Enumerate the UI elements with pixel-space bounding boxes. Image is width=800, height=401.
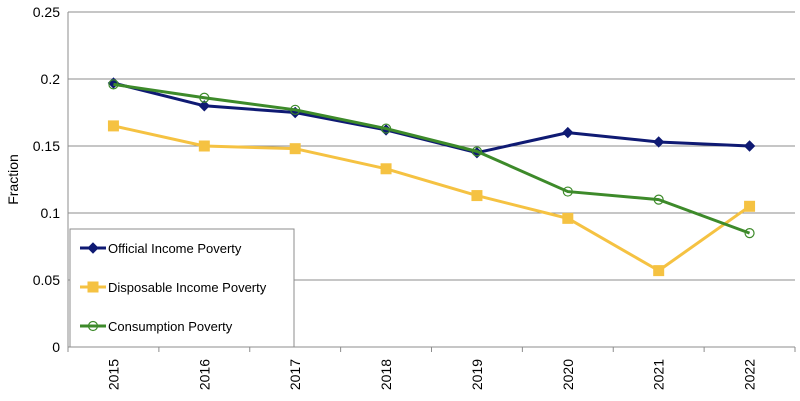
data-point [87,320,99,332]
data-point [653,194,664,205]
data-point [289,143,301,155]
y-tick-label: 0.05 [33,272,60,288]
data-point [290,104,301,115]
series-circle [108,79,755,239]
legend-box [69,228,295,348]
legend-item: Official Income Poverty [80,241,242,256]
data-point [743,140,756,152]
legend-item: Consumption Poverty [80,319,233,334]
data-point [652,136,665,148]
data-point [744,228,755,239]
x-tick-labels: 2015 2016 2017 2018 2019 2020 2021 2022 [105,359,757,390]
y-tick-label: 0.15 [33,138,60,154]
x-tick-label: 2015 [105,359,121,390]
data-point [562,212,574,224]
data-point [562,186,573,197]
data-point [653,265,665,277]
data-point [471,190,483,202]
x-tick-label: 2017 [287,359,303,390]
data-point [199,92,210,103]
legend-label: Official Income Poverty [108,241,242,256]
data-point [107,120,119,132]
series-line [113,82,751,235]
legend-label: Disposable Income Poverty [108,280,267,295]
data-point [87,281,99,293]
data-point [108,79,119,90]
x-tick-label: 2018 [378,359,394,390]
data-point [562,126,574,139]
data-point [198,140,210,152]
legend-label: Consumption Poverty [108,319,233,334]
y-tick-labels: 0 0.05 0.1 0.15 0.2 0.25 [33,4,60,355]
series-square [107,120,756,277]
y-tick-label: 0.1 [41,205,61,221]
legend-item: Disposable Income Poverty [80,280,267,295]
x-tick-label: 2019 [469,359,485,390]
y-axis-title: Fraction [5,154,21,205]
x-tick-label: 2016 [196,359,212,390]
x-tick-label: 2020 [560,359,576,390]
data-point [198,100,211,112]
data-point [380,123,392,134]
y-tick-label: 0 [52,339,60,355]
x-tick-label: 2022 [742,359,758,390]
series-line [113,124,751,273]
y-tick-label: 0.25 [33,4,60,20]
data-point [87,242,99,254]
data-point [744,200,756,212]
x-tick-label: 2021 [651,359,667,390]
legend: Official Income Poverty Disposable Income… [69,228,295,348]
data-point [471,146,483,157]
series-lines [107,77,756,277]
data-point [380,163,392,175]
y-tick-label: 0.2 [41,71,61,87]
